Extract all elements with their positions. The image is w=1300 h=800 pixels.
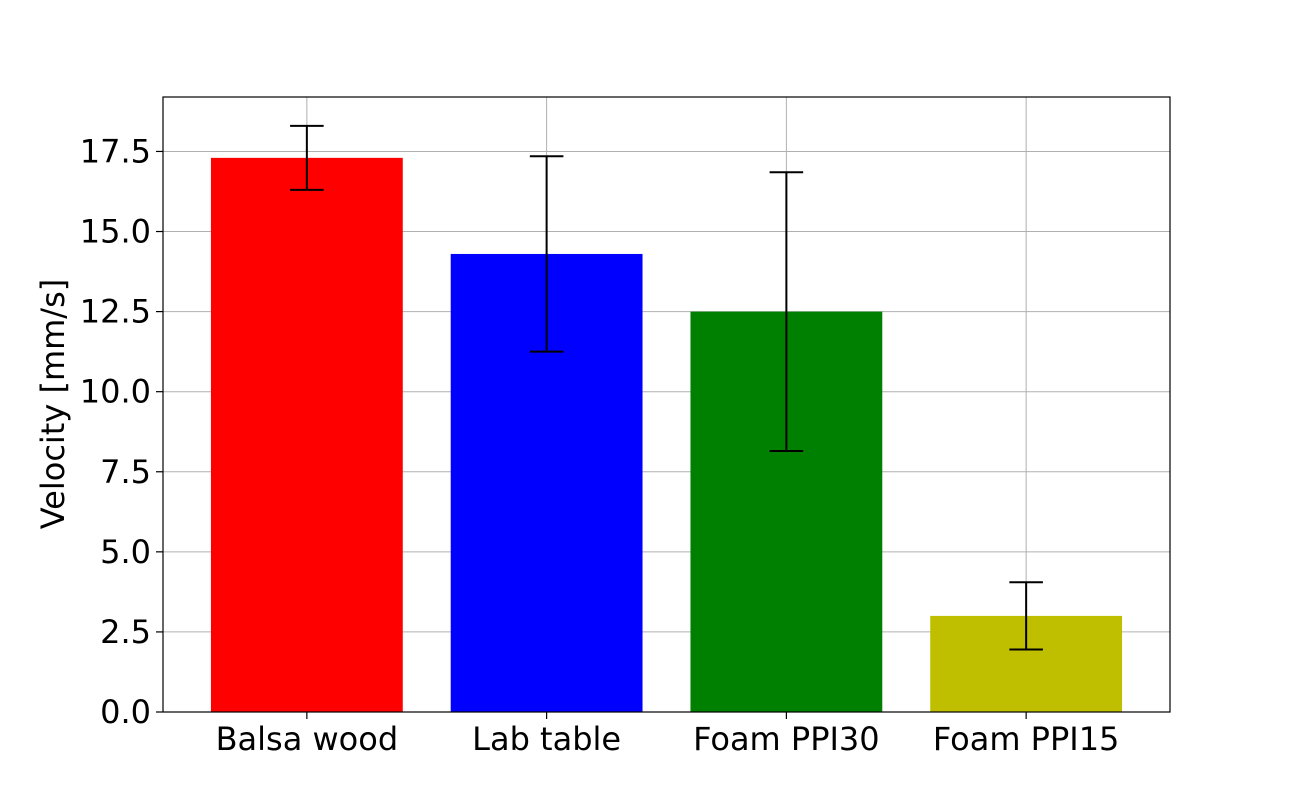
y-tick-label: 15.0 (80, 213, 151, 251)
x-tick-label: Lab table (472, 720, 621, 758)
x-tick-label: Foam PPI30 (693, 720, 880, 758)
y-tick-label: 7.5 (100, 453, 151, 491)
x-tick-label: Balsa wood (216, 720, 399, 758)
bars (210, 157, 1123, 712)
plot-frame (162, 96, 1171, 713)
y-axis-label: Velocity [mm/s] (34, 279, 72, 529)
error-bars (290, 124, 1043, 651)
x-axis-ticks: Balsa wood Lab table Foam PPI30 Foam PPI15 (216, 712, 1120, 758)
y-tick-label: 10.0 (80, 373, 151, 411)
y-tick-label: 0.0 (100, 693, 151, 731)
y-axis-ticks: 0.0 2.5 5.0 7.5 10.0 12.5 15.0 17.5 (80, 132, 163, 731)
x-tick-label: Foam PPI15 (933, 720, 1120, 758)
bar (210, 157, 403, 712)
y-tick-label: 17.5 (80, 132, 151, 170)
y-tick-label: 5.0 (100, 533, 151, 571)
y-tick-label: 2.5 (100, 613, 151, 651)
y-tick-label: 12.5 (80, 293, 151, 331)
